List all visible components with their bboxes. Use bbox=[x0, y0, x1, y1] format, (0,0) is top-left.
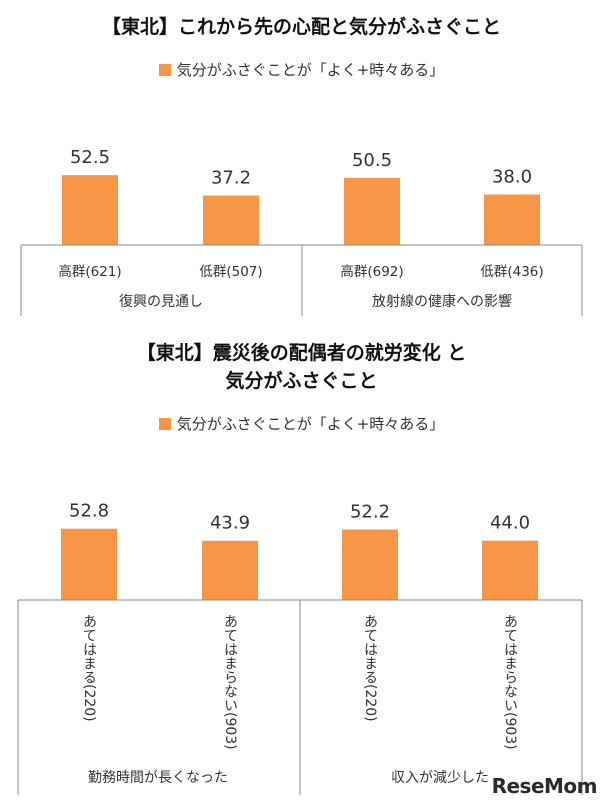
data-label-4: 44.0 bbox=[490, 513, 530, 534]
group-label-1: 復興の見通し bbox=[119, 293, 203, 310]
chart-2-legend: 気分がふさぐことが「よく+時々ある」 bbox=[0, 414, 603, 434]
category-label-2: 低群(507) bbox=[199, 264, 262, 280]
bar-4 bbox=[482, 540, 538, 600]
data-label-1: 52.8 bbox=[69, 501, 109, 522]
category-label-1: 高群(621) bbox=[58, 263, 121, 280]
group-label-2: 放射線の健康への影響 bbox=[372, 293, 512, 310]
chart-1-legend: 気分がふさぐことが「よく+時々ある」 bbox=[0, 60, 603, 80]
data-label-3: 50.5 bbox=[352, 150, 392, 171]
data-label-4: 38.0 bbox=[492, 166, 532, 187]
data-label-2: 43.9 bbox=[210, 513, 250, 534]
category-label-2: あてはまらない(903) bbox=[222, 614, 238, 750]
category-label-1: あてはまる(220) bbox=[81, 614, 97, 722]
data-label-3: 52.2 bbox=[350, 502, 390, 523]
chart-2-title-line-1: 【東北】震災後の配偶者の就労変化 と bbox=[136, 342, 467, 364]
legend-swatch bbox=[158, 418, 171, 430]
legend-swatch bbox=[158, 64, 171, 76]
bar-3 bbox=[344, 177, 400, 245]
chart-1-plot: 52.5 37.2 50.5 38.0 高群(621) 低群(507) 高群(692) 低群(… bbox=[20, 147, 583, 316]
chart-1-title: 【東北】これから先の心配と気分がふさぐこと bbox=[101, 16, 501, 38]
bar-1 bbox=[62, 175, 118, 245]
chart-1: 【東北】これから先の心配と気分がふさぐこと 気分がふさぐことが「よく+時々ある」… bbox=[0, 0, 603, 320]
bar-3 bbox=[342, 529, 398, 600]
category-label-4: 低群(436) bbox=[480, 264, 543, 280]
data-label-1: 52.5 bbox=[70, 147, 110, 168]
chart-1-legend-label: 気分がふさぐことが「よく+時々ある」 bbox=[176, 61, 445, 79]
bar-1 bbox=[61, 528, 117, 600]
bar-2 bbox=[203, 195, 259, 245]
group-label-2: 収入が減少した bbox=[391, 769, 489, 786]
group-label-1: 勤務時間が長くなった bbox=[88, 770, 228, 786]
category-label-3: 高群(692) bbox=[340, 263, 403, 280]
chart-2-legend-label: 気分がふさぐことが「よく+時々ある」 bbox=[176, 415, 445, 433]
bar-4 bbox=[484, 194, 540, 245]
category-label-3: あてはまる(220) bbox=[362, 614, 378, 722]
bar-2 bbox=[202, 540, 258, 600]
category-label-4: あてはまらない(903) bbox=[502, 614, 518, 750]
data-label-2: 37.2 bbox=[211, 168, 251, 189]
resemom-logo: ReseMom bbox=[491, 774, 598, 798]
chart-2-title-line-2: 気分がふさぐこと bbox=[225, 370, 378, 392]
